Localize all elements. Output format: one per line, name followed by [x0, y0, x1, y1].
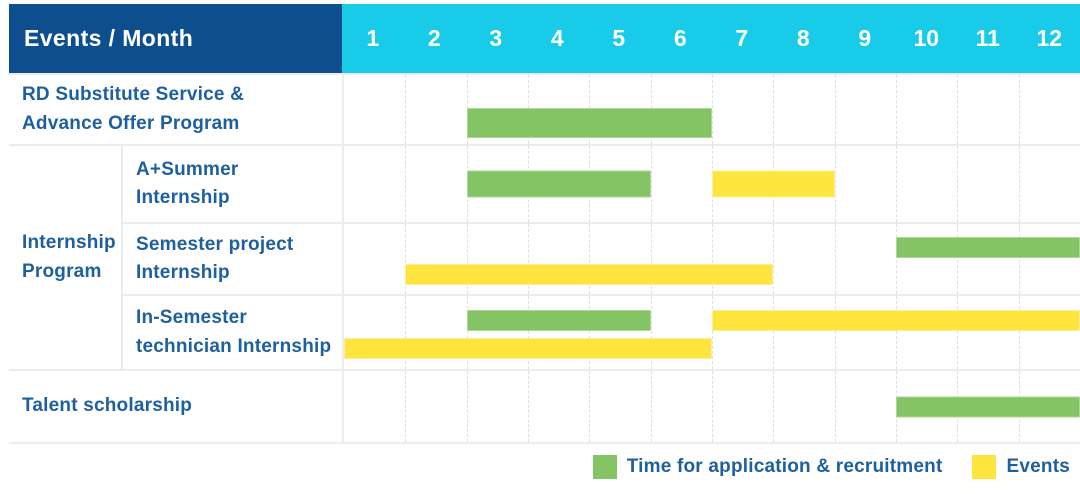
month-gridline [957, 146, 959, 222]
month-gridline [466, 371, 468, 442]
legend-swatch-yellow [972, 455, 997, 479]
gantt-bar-green [896, 237, 1080, 259]
legend-item-events: Events [972, 455, 1070, 479]
month-gridline [1018, 146, 1020, 222]
gantt-row: Talent scholarship [9, 369, 1080, 442]
month-gridline [650, 224, 652, 294]
legend-label: Time for application & recruitment [626, 456, 943, 477]
gantt-bar-green [896, 396, 1080, 417]
month-gridline [773, 75, 775, 144]
month-header-cell: 6 [673, 25, 687, 51]
month-gridline [834, 371, 836, 442]
gantt-bar-green [466, 309, 651, 331]
row-track [342, 371, 1080, 442]
month-gridline [528, 371, 529, 442]
row-track [342, 296, 1080, 369]
month-gridline [405, 371, 407, 442]
month-header-cell: 3 [489, 25, 503, 51]
month-gridline [834, 146, 836, 222]
month-gridline [528, 296, 529, 369]
gantt-row: Semester project Internship [123, 222, 1080, 294]
legend-swatch-green [592, 455, 617, 479]
month-gridline [405, 224, 407, 294]
month-header-cell: 10 [913, 25, 940, 51]
legend-label: Events [1006, 456, 1070, 477]
month-gridline [405, 296, 407, 369]
month-header-band: 1 2 3 4 5 6 7 8 9 10 11 12 [342, 4, 1080, 73]
group-label: Internship Program [9, 146, 123, 369]
gantt-bar-yellow [405, 263, 774, 285]
gantt-bar-yellow [344, 337, 712, 359]
month-gridline [1018, 296, 1020, 369]
gantt-row: In-Semester technician Internship [123, 294, 1080, 369]
group-rows: A+Summer Internship Semester project Inte… [123, 146, 1080, 369]
legend-item-application: Time for application & recruitment [592, 455, 943, 479]
row-label: Talent scholarship [22, 395, 193, 417]
month-gridline [773, 296, 775, 369]
row-label: In-Semester technician Internship [136, 307, 332, 357]
month-gridline [528, 224, 529, 294]
month-gridline [834, 224, 836, 294]
month-gridline [896, 224, 897, 294]
gantt-row: RD Substitute Service & Advance Offer Pr… [9, 73, 1080, 144]
month-header-cell: 2 [427, 25, 441, 51]
month-gridline [712, 224, 713, 294]
month-header-cell: 12 [1036, 25, 1063, 51]
row-track [342, 224, 1080, 294]
month-gridline [650, 371, 652, 442]
gantt-bar-yellow [712, 170, 835, 198]
gantt-rows: RD Substitute Service & Advance Offer Pr… [9, 73, 1080, 444]
month-gridline [589, 296, 591, 369]
month-gridline [896, 146, 897, 222]
month-header-cell: 11 [975, 25, 1000, 51]
month-gridline [957, 224, 959, 294]
row-label: A+Summer Internship [136, 158, 239, 209]
month-gridline [896, 296, 897, 369]
month-gridline [834, 296, 836, 369]
gantt-row: A+Summer Internship [123, 146, 1080, 222]
month-gridline [405, 75, 407, 144]
month-gridline [896, 75, 897, 144]
month-header-cell: 1 [366, 25, 380, 51]
month-gridline [773, 371, 775, 442]
month-gridline [1018, 224, 1020, 294]
month-header-cell: 7 [735, 25, 749, 51]
month-gridline [466, 224, 468, 294]
month-header-cell: 8 [796, 25, 810, 51]
month-header-cell: 5 [612, 25, 626, 51]
month-gridline [650, 146, 652, 222]
row-track [342, 146, 1080, 222]
month-header-cell: 9 [858, 25, 872, 51]
gantt-bar-yellow [712, 309, 1080, 331]
month-gridline [712, 75, 713, 144]
month-gridline [589, 224, 591, 294]
month-gridline [1018, 75, 1020, 144]
month-header-cell: 4 [550, 25, 564, 51]
month-gridline [834, 75, 836, 144]
header-row: Events / Month 1 2 3 4 5 6 7 8 9 10 11 12 [9, 4, 1080, 73]
gantt-table: Events / Month 1 2 3 4 5 6 7 8 9 10 11 12 RD Substi… [9, 4, 1080, 444]
month-gridline [773, 224, 775, 294]
events-month-header: Events / Month [9, 4, 342, 73]
gantt-bar-green [466, 107, 712, 138]
row-label: Semester project Internship [136, 233, 294, 284]
row-track [342, 75, 1080, 144]
row-label: RD Substitute Service & Advance Offer Pr… [22, 84, 245, 134]
month-gridline [957, 75, 959, 144]
month-gridline [589, 371, 591, 442]
month-gridline [712, 371, 713, 442]
month-gridline [405, 146, 407, 222]
month-gridline [466, 296, 468, 369]
group-internship-program: Internship Program A+Summer Internship Sem… [9, 144, 1080, 369]
month-gridline [957, 296, 959, 369]
legend: Time for application & recruitment Event… [592, 455, 1070, 479]
month-gridline [712, 296, 713, 369]
month-gridline [650, 296, 652, 369]
gantt-bar-green [466, 170, 651, 198]
